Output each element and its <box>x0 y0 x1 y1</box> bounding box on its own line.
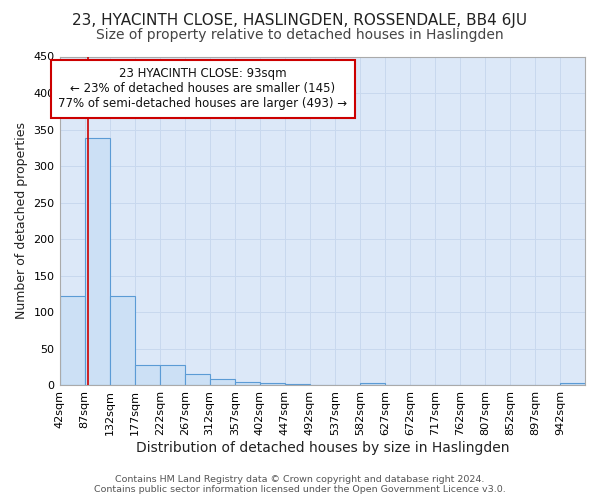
Bar <box>285 384 310 386</box>
Bar <box>59 296 85 386</box>
Bar <box>560 384 585 386</box>
Bar <box>260 384 285 386</box>
Bar <box>160 365 185 386</box>
Text: 23, HYACINTH CLOSE, HASLINGDEN, ROSSENDALE, BB4 6JU: 23, HYACINTH CLOSE, HASLINGDEN, ROSSENDA… <box>73 12 527 28</box>
Text: Size of property relative to detached houses in Haslingden: Size of property relative to detached ho… <box>96 28 504 42</box>
Bar <box>235 382 260 386</box>
Text: Contains HM Land Registry data © Crown copyright and database right 2024.
Contai: Contains HM Land Registry data © Crown c… <box>94 474 506 494</box>
Text: 23 HYACINTH CLOSE: 93sqm
← 23% of detached houses are smaller (145)
77% of semi-: 23 HYACINTH CLOSE: 93sqm ← 23% of detach… <box>58 68 347 110</box>
Y-axis label: Number of detached properties: Number of detached properties <box>15 122 28 320</box>
Bar <box>360 382 385 386</box>
X-axis label: Distribution of detached houses by size in Haslingden: Distribution of detached houses by size … <box>136 441 509 455</box>
Bar <box>110 296 134 386</box>
Bar <box>209 379 235 386</box>
Bar <box>185 374 209 386</box>
Bar <box>85 138 110 386</box>
Bar <box>134 365 160 386</box>
